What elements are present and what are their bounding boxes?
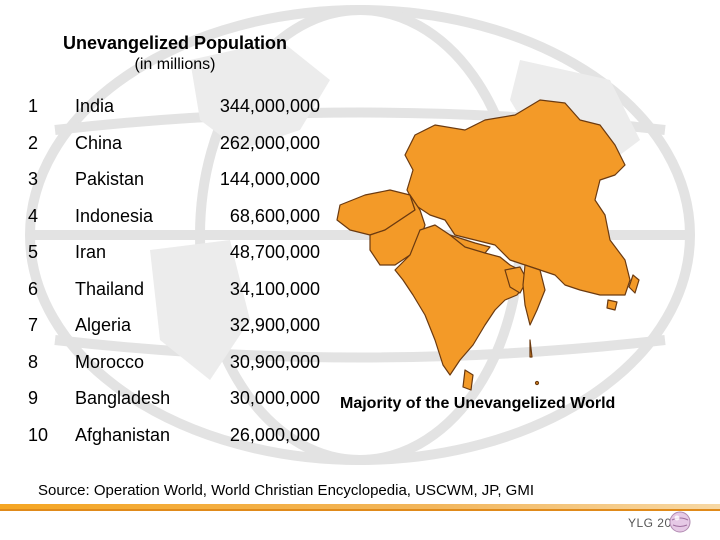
country-cell: Morocco [75,351,145,372]
nepal-region [449,234,491,254]
population-cell: 144,000,000 [219,169,320,189]
table-row: 3 Pakistan 144,000,000 [20,161,330,198]
country-cell: China [75,132,123,153]
page-title: Unevangelized Population [62,33,288,53]
asia-map [336,99,640,391]
country-cell: Pakistan [75,169,145,189]
china-region [404,99,631,296]
table-row: 8 Morocco 30,900,000 [20,344,330,381]
title-block: Unevangelized Population (in millions) [40,32,310,76]
rank-cell: 2 [28,132,39,153]
taiwan-region [628,274,640,294]
population-cell: 262,000,000 [219,132,320,153]
pakistan-region [369,194,426,266]
footer-band [0,504,720,509]
table-row: 9 Bangladesh 30,000,000 [20,380,330,417]
rank-cell: 6 [28,278,39,299]
table-row: 2 China 262,000,000 [20,125,330,162]
rank-cell: 4 [28,205,39,226]
sri-lanka-region [462,369,474,391]
table-row: 6 Thailand 34,100,000 [20,271,330,308]
rank-cell: 8 [28,351,39,372]
rank-cell: 5 [28,242,39,262]
rank-cell: 7 [28,315,39,335]
country-cell: Thailand [75,278,145,299]
country-cell: Afghanistan [75,424,171,445]
nicobar-island [534,380,540,386]
hainan-region [606,299,618,311]
table-row: 1 India 344,000,000 [20,88,330,125]
country-cell: Bangladesh [75,388,171,408]
globe-logo-icon [669,511,691,533]
rank-cell: 9 [28,388,39,408]
ranking-table: 1 India 344,000,000 2 China 262,000,000 … [20,88,330,453]
population-cell: 344,000,000 [219,96,320,116]
population-cell: 32,900,000 [229,315,320,335]
table-row: 5 Iran 48,700,000 [20,234,330,271]
table-row: 7 Algeria 32,900,000 [20,307,330,344]
page-subtitle: (in millions) [134,56,216,73]
population-cell: 48,700,000 [229,242,320,262]
map-caption: Majority of the Unevangelized World [340,395,616,412]
andaman-islands [529,339,533,358]
population-cell: 30,000,000 [229,388,320,408]
table-row: 10 Afghanistan 26,000,000 [20,417,330,454]
source-citation: Source: Operation World, World Christian… [38,482,535,499]
population-cell: 30,900,000 [229,351,320,372]
rank-cell: 1 [28,96,39,116]
population-cell: 68,600,000 [229,205,320,226]
rank-cell: 3 [28,169,39,189]
country-cell: Indonesia [75,205,154,226]
population-cell: 34,100,000 [229,278,320,299]
myanmar-region [522,264,546,326]
rank-cell: 10 [28,424,49,445]
country-cell: India [75,96,115,116]
table-row: 4 Indonesia 68,600,000 [20,198,330,235]
footer-line [0,509,720,511]
population-cell: 26,000,000 [229,424,320,445]
country-cell: Iran [75,242,107,262]
country-cell: Algeria [75,315,132,335]
